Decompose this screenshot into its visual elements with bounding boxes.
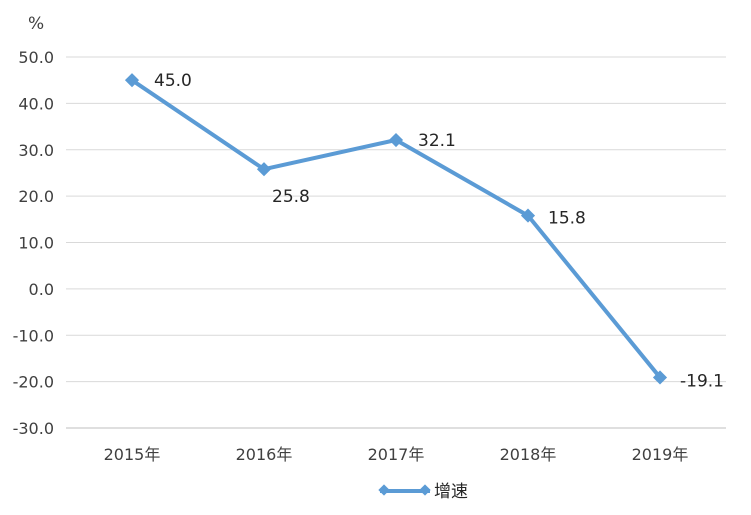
legend-label: 增速 bbox=[434, 482, 468, 502]
data-point bbox=[652, 370, 668, 385]
x-tick-label: 2019年 bbox=[632, 445, 689, 464]
data-point bbox=[388, 132, 404, 148]
x-tick-label: 2015年 bbox=[104, 445, 161, 464]
x-tick-label: 2018年 bbox=[500, 445, 557, 464]
data-label: 32.1 bbox=[418, 131, 456, 151]
legend-marker bbox=[419, 484, 431, 496]
data-point bbox=[520, 208, 536, 223]
data-point bbox=[256, 162, 272, 177]
data-label: -19.1 bbox=[680, 371, 724, 391]
y-tick-label: 40.0 bbox=[18, 94, 54, 113]
y-tick-label: -10.0 bbox=[13, 326, 54, 345]
y-axis-ticks: 50.0 40.0 30.0 20.0 10.0 0.0 -10.0 -20.0 -30.0 bbox=[13, 48, 54, 438]
x-tick-label: 2016年 bbox=[236, 445, 293, 464]
y-tick-label: 20.0 bbox=[18, 187, 54, 206]
data-label: 45.0 bbox=[154, 71, 192, 91]
y-tick-label: 0.0 bbox=[29, 280, 54, 299]
y-tick-label: -20.0 bbox=[13, 373, 54, 392]
y-tick-label: -30.0 bbox=[13, 419, 54, 438]
x-tick-label: 2017年 bbox=[368, 445, 425, 464]
y-unit-label: % bbox=[28, 14, 44, 34]
gridlines bbox=[66, 56, 726, 429]
y-tick-label: 50.0 bbox=[18, 48, 54, 67]
series-line bbox=[130, 78, 662, 379]
data-label: 15.8 bbox=[548, 209, 586, 229]
y-tick-label: 30.0 bbox=[18, 141, 54, 160]
y-tick-label: 10.0 bbox=[18, 234, 54, 253]
legend: 增速 bbox=[378, 482, 468, 502]
x-axis-ticks: 2015年 2016年 2017年 2018年 2019年 bbox=[104, 445, 689, 464]
legend-marker bbox=[378, 484, 390, 496]
data-label: 25.8 bbox=[272, 187, 310, 207]
series-layer: 45.0 25.8 32.1 15.8 -19.1 bbox=[124, 71, 724, 391]
